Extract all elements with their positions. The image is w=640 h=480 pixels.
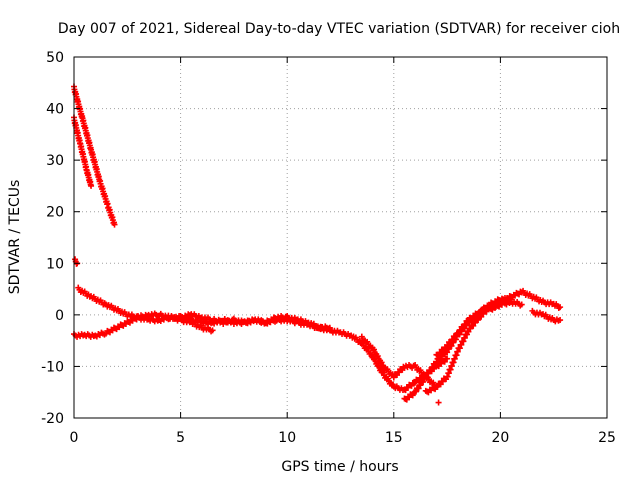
- y-axis-label: SDTVAR / TECUs: [7, 180, 23, 295]
- y-tick-label: 40: [46, 102, 64, 118]
- data-point: [518, 301, 525, 308]
- data-point: [474, 311, 481, 318]
- data-point: [409, 392, 416, 399]
- data-point: [444, 349, 451, 356]
- y-tick-label: 10: [46, 256, 64, 272]
- data-point: [470, 322, 477, 329]
- y-tick-label: -10: [41, 359, 64, 375]
- plot-frame: [73, 56, 608, 419]
- chart-title: Day 007 of 2021, Sidereal Day-to-day VTE…: [58, 21, 620, 37]
- data-point: [455, 330, 462, 337]
- data-point: [428, 367, 435, 374]
- x-tick-label: 25: [598, 430, 616, 446]
- y-tick-label: 0: [55, 308, 64, 324]
- data-point: [447, 339, 454, 346]
- data-point: [449, 336, 456, 343]
- data-point: [472, 319, 479, 326]
- data-point: [435, 399, 442, 406]
- x-tick-label: 20: [491, 430, 509, 446]
- series-arc-a: [71, 83, 118, 228]
- series-arc-l: [486, 298, 525, 313]
- data-point: [413, 388, 420, 395]
- data-point: [467, 325, 474, 332]
- x-tick-label: 0: [70, 430, 79, 446]
- x-axis-label: GPS time / hours: [281, 459, 398, 475]
- series-isolated-points: [435, 293, 515, 406]
- series-arc-k: [433, 287, 564, 359]
- data-point: [508, 293, 515, 300]
- data-point: [425, 370, 432, 377]
- data-point: [475, 317, 482, 324]
- data-point: [417, 382, 424, 389]
- data-point: [209, 327, 216, 334]
- data-point: [423, 373, 430, 380]
- x-tick-label: 15: [385, 430, 403, 446]
- data-point: [420, 379, 427, 386]
- data-point: [88, 182, 95, 189]
- data-point: [445, 342, 452, 349]
- y-tick-label: 30: [46, 153, 64, 169]
- data-point: [465, 328, 472, 335]
- y-tick-label: 50: [46, 50, 64, 66]
- data-point: [462, 321, 469, 328]
- data-point: [165, 312, 172, 319]
- y-tick-label: -20: [41, 411, 64, 427]
- series-arc-f: [177, 311, 333, 334]
- data-point: [429, 364, 436, 371]
- data-point: [444, 355, 451, 362]
- data-point: [452, 333, 459, 340]
- data-point: [415, 385, 422, 392]
- data-point: [441, 358, 448, 365]
- axis-ticks: 0 5 10 15 20 25 -20 -10 0 10 20 30 40 50: [41, 50, 616, 446]
- data-points: [71, 83, 564, 406]
- data-point: [410, 380, 417, 387]
- series-arc-m: [529, 307, 564, 325]
- data-point: [111, 221, 118, 228]
- x-tick-label: 10: [278, 430, 296, 446]
- y-tick-label: 20: [46, 205, 64, 221]
- data-point: [460, 324, 467, 331]
- series-arc-j: [422, 301, 504, 396]
- grid-lines: [74, 57, 607, 418]
- x-tick-label: 5: [176, 430, 185, 446]
- data-point: [557, 304, 564, 311]
- series-arc-e: [71, 310, 216, 340]
- data-point: [557, 317, 564, 324]
- data-point: [457, 327, 464, 334]
